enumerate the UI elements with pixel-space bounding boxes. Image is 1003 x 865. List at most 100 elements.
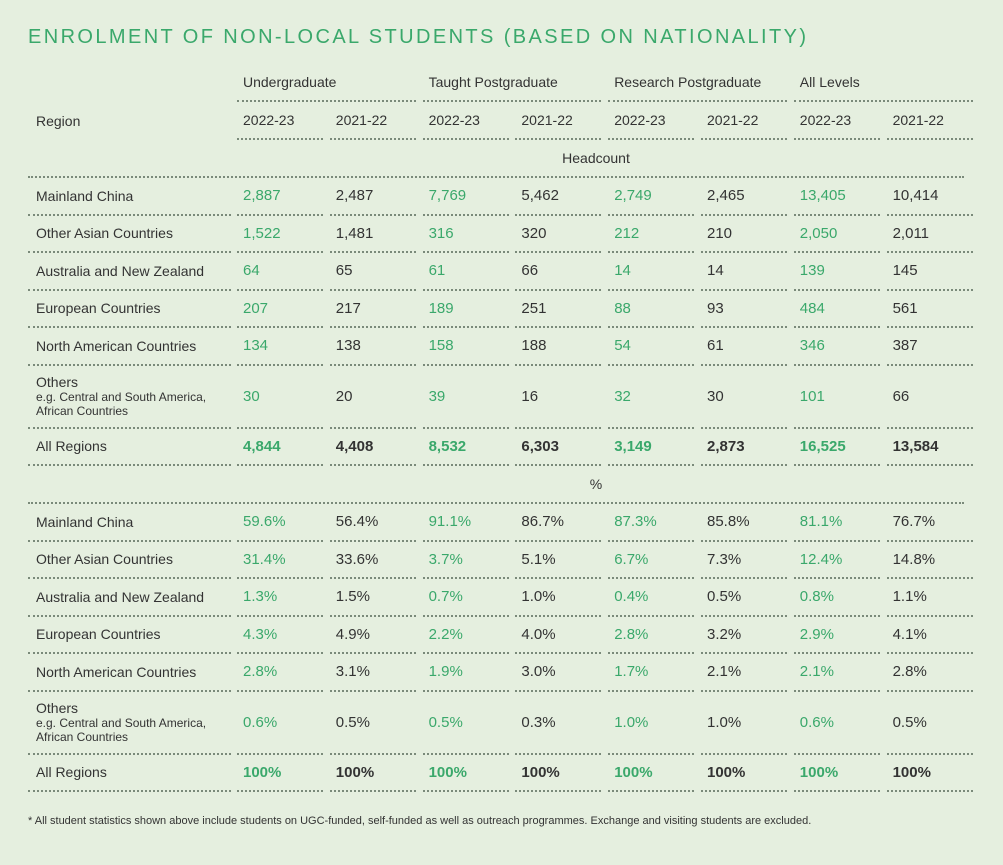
cell-value: 14	[608, 253, 695, 291]
region-name: Mainland China	[36, 187, 134, 204]
region-note: African Countries	[36, 730, 129, 744]
cell-value: 30	[701, 366, 787, 429]
cell-value: 0.5%	[886, 692, 973, 755]
region-name: Others	[36, 374, 79, 390]
year-header: 2022-23	[237, 102, 323, 140]
cell-value: 2.1%	[793, 654, 880, 692]
region-name: European Countries	[36, 300, 161, 317]
region-note: e.g. Central and South America,	[36, 716, 207, 730]
cell-value: 16,525	[793, 429, 880, 466]
year-header: 2022-23	[422, 102, 509, 140]
cell-value: 0.4%	[608, 579, 695, 617]
cell-value: 66	[886, 366, 973, 429]
cell-value: 251	[515, 291, 602, 328]
cell-value: 188	[515, 328, 602, 366]
cell-value: 33.6%	[329, 542, 416, 579]
cell-value: 14.8%	[886, 542, 973, 579]
cell-value: 5.1%	[515, 542, 602, 579]
cell-value: 87.3%	[608, 504, 695, 542]
region-name: European Countries	[36, 626, 161, 643]
cell-value: 1,522	[237, 216, 323, 253]
group-header: Research Postgraduate	[608, 64, 787, 102]
cell-value: 387	[886, 328, 973, 366]
cell-value: 100%	[422, 755, 509, 792]
cell-value: 0.8%	[793, 579, 880, 617]
cell-value: 3.1%	[329, 654, 416, 692]
region-name: Other Asian Countries	[36, 551, 173, 568]
cell-value: 85.8%	[701, 504, 787, 542]
cell-value: 5,462	[515, 178, 602, 216]
year-header: 2022-23	[608, 102, 695, 140]
region-name: Other Asian Countries	[36, 225, 173, 242]
cell-value: 212	[608, 216, 695, 253]
cell-value: 91.1%	[422, 504, 509, 542]
cell-value: 100%	[237, 755, 323, 792]
cell-value: 0.5%	[422, 692, 509, 755]
row-region: North American Countries	[28, 328, 231, 366]
cell-value: 100%	[886, 755, 973, 792]
cell-value: 2.9%	[793, 617, 880, 654]
year-header: 2021-22	[515, 102, 602, 140]
cell-value: 7,769	[422, 178, 509, 216]
region-note: e.g. Central and South America,	[36, 390, 207, 404]
region-name: North American Countries	[36, 663, 197, 680]
row-region: Mainland China	[28, 178, 231, 216]
cell-value: 100%	[608, 755, 695, 792]
cell-value: 76.7%	[886, 504, 973, 542]
cell-value: 210	[701, 216, 787, 253]
cell-value: 2,465	[701, 178, 787, 216]
cell-value: 0.6%	[793, 692, 880, 755]
cell-value: 3.2%	[701, 617, 787, 654]
row-region: All Regions	[28, 755, 231, 792]
cell-value: 16	[515, 366, 602, 429]
cell-value: 189	[422, 291, 509, 328]
row-region: European Countries	[28, 617, 231, 654]
row-region: North American Countries	[28, 654, 231, 692]
cell-value: 59.6%	[237, 504, 323, 542]
cell-value: 88	[608, 291, 695, 328]
row-region: European Countries	[28, 291, 231, 328]
region-name: Others	[36, 700, 79, 716]
region-note: African Countries	[36, 404, 129, 418]
cell-value: 158	[422, 328, 509, 366]
cell-value: 2.8%	[886, 654, 973, 692]
cell-value: 1,481	[329, 216, 416, 253]
cell-value: 61	[701, 328, 787, 366]
cell-value: 6,303	[515, 429, 602, 466]
region-name: All Regions	[36, 438, 107, 455]
cell-value: 8,532	[422, 429, 509, 466]
cell-value: 2.8%	[237, 654, 323, 692]
cell-value: 7.3%	[701, 542, 787, 579]
cell-value: 32	[608, 366, 695, 429]
cell-value: 3.0%	[515, 654, 602, 692]
cell-value: 39	[422, 366, 509, 429]
cell-value: 54	[608, 328, 695, 366]
row-region: Other Asian Countries	[28, 216, 231, 253]
cell-value: 0.5%	[701, 579, 787, 617]
cell-value: 134	[237, 328, 323, 366]
region-name: Australia and New Zealand	[36, 262, 205, 279]
cell-value: 93	[701, 291, 787, 328]
cell-value: 1.0%	[608, 692, 695, 755]
cell-value: 4.3%	[237, 617, 323, 654]
cell-value: 484	[793, 291, 880, 328]
region-name: North American Countries	[36, 337, 197, 354]
footnote: * All student statistics shown above inc…	[28, 815, 812, 827]
section-label: %	[28, 466, 964, 504]
group-header: Taught Postgraduate	[422, 64, 602, 102]
cell-value: 1.0%	[515, 579, 602, 617]
cell-value: 1.9%	[422, 654, 509, 692]
cell-value: 217	[329, 291, 416, 328]
cell-value: 20	[329, 366, 416, 429]
cell-value: 0.5%	[329, 692, 416, 755]
row-region: Others e.g. Central and South America, Afr…	[28, 366, 231, 429]
cell-value: 2.2%	[422, 617, 509, 654]
cell-value: 13,584	[886, 429, 973, 466]
cell-value: 100%	[329, 755, 416, 792]
year-header: 2021-22	[701, 102, 787, 140]
cell-value: 2.1%	[701, 654, 787, 692]
year-header: 2021-22	[329, 102, 416, 140]
cell-value: 4,844	[237, 429, 323, 466]
row-region: Others e.g. Central and South America, Afr…	[28, 692, 231, 755]
cell-value: 61	[422, 253, 509, 291]
